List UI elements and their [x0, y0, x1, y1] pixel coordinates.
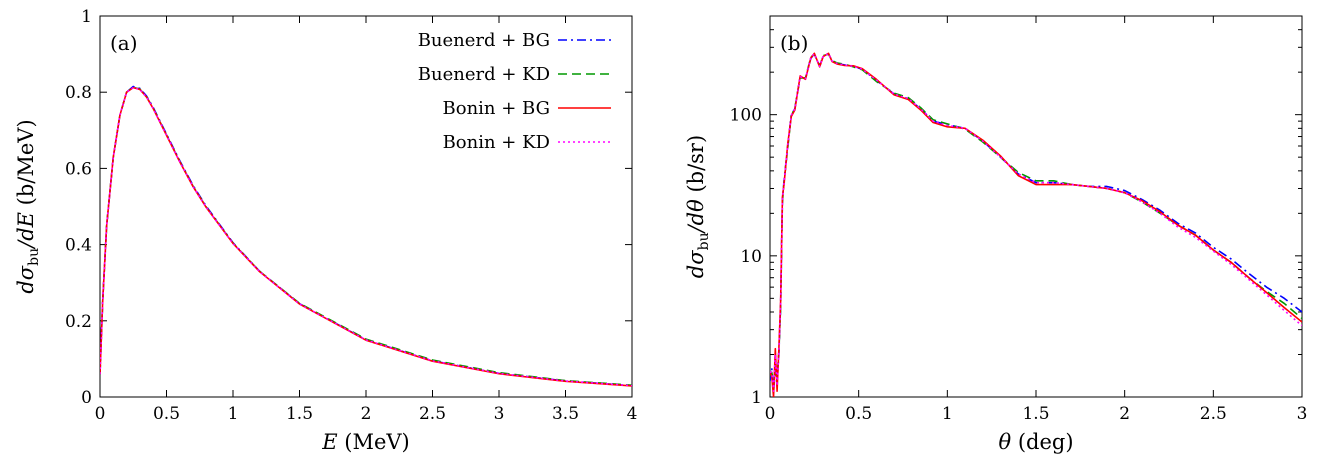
plot-frame [769, 15, 1303, 398]
y-axis-subscript: bu [696, 232, 712, 250]
series-line-buenerd-bg [770, 52, 1302, 392]
series-line-bonin-bg [770, 52, 1302, 397]
y-tick-label: 1 [751, 388, 762, 408]
y-tick-label: 0.8 [65, 83, 92, 103]
x-axis-label: E (MeV) [321, 430, 410, 454]
y-tick-label: 0.4 [65, 236, 92, 256]
y-axis-denominator: /dE [14, 212, 38, 250]
panel-b: 0 0.5 1 1.5 2 2.5 3 1 10 100 (b) θ (deg) dσbu/dθ (b/… [684, 15, 1308, 454]
x-tick-label: 4 [627, 404, 638, 424]
x-tick-label: 1 [942, 404, 953, 424]
y-axis-unit: (b/MeV) [14, 119, 38, 212]
panel-label: (a) [110, 31, 138, 55]
y-axis-d: d [14, 280, 38, 293]
x-tick-label: 3 [1297, 404, 1308, 424]
panel-a: 0 0.5 1 1.5 2 2.5 3 3.5 4 0 0.2 0.4 0.6 0.8 1 (a) Buener… [14, 7, 637, 454]
y-axis-unit: (b/sr) [684, 135, 708, 199]
series-line-bonin-bg [100, 86, 632, 387]
x-tick-label: 2.5 [1200, 404, 1227, 424]
x-axis-unit: (deg) [1011, 430, 1073, 454]
y-axis-d: d [684, 265, 708, 278]
x-tick-label: 2.5 [419, 404, 446, 424]
x-tick-label: 2 [1119, 404, 1130, 424]
series-line-bonin-kd [100, 86, 632, 387]
panel-label: (b) [780, 31, 808, 55]
x-tick-label: 1.5 [1022, 404, 1049, 424]
x-tick-label: 1.5 [286, 404, 313, 424]
legend-label: Buenerd + BG [418, 30, 550, 51]
y-axis-sigma: σ [684, 250, 708, 265]
legend-label: Bonin + BG [443, 98, 550, 119]
legend-label: Buenerd + KD [418, 64, 550, 85]
y-axis-denominator: /dθ [684, 199, 708, 235]
y-axis-sigma: σ [14, 265, 38, 280]
y-tick-label: 1 [81, 7, 92, 27]
y-axis-label: dσbu/dθ (b/sr) [684, 135, 712, 278]
y-tick-label: 0 [81, 388, 92, 408]
x-tick-label: 0.5 [153, 404, 180, 424]
legend-label: Bonin + KD [443, 132, 550, 153]
series-line-buenerd-kd [770, 53, 1302, 387]
x-tick-label: 2 [361, 404, 372, 424]
series-line-bonin-kd [770, 52, 1302, 392]
x-axis-variable: E [321, 430, 337, 454]
x-tick-label: 1 [228, 404, 239, 424]
y-tick-label: 0.2 [65, 312, 92, 332]
x-tick-label: 0 [765, 404, 776, 424]
y-tick-label: 0.6 [65, 159, 92, 179]
x-axis-label: θ (deg) [998, 430, 1073, 454]
y-tick-label: 10 [740, 247, 762, 267]
y-tick-label: 100 [730, 106, 762, 126]
x-tick-label: 0 [95, 404, 106, 424]
y-axis-label: dσbu/dE (b/MeV) [14, 119, 42, 293]
x-tick-label: 3 [494, 404, 505, 424]
x-axis-unit: (MeV) [338, 430, 410, 454]
x-tick-label: 0.5 [845, 404, 872, 424]
x-axis-variable: θ [998, 430, 1011, 454]
y-axis-subscript: bu [26, 248, 42, 266]
x-tick-label: 3.5 [552, 404, 579, 424]
